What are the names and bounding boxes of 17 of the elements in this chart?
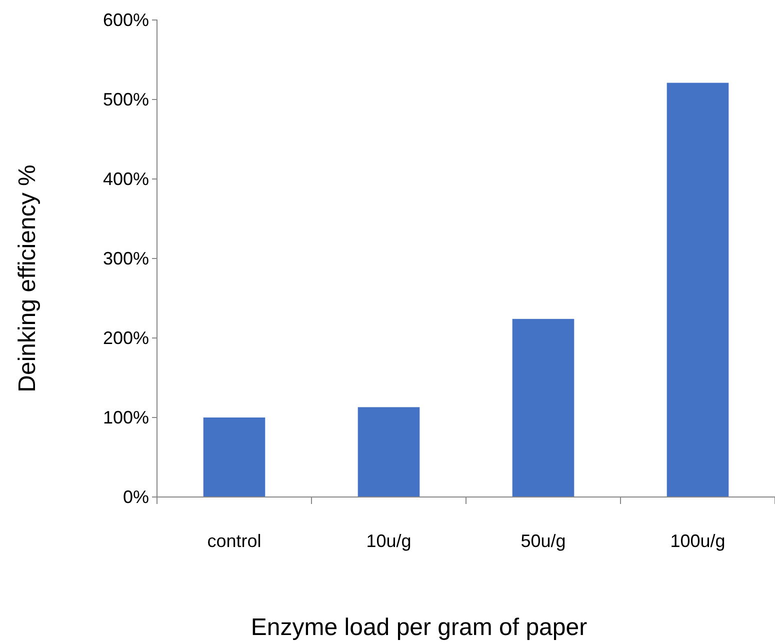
x-tick-label: control — [207, 531, 262, 551]
bar — [666, 82, 729, 497]
y-axis-title: Deinking efficiency % — [14, 164, 41, 392]
x-tick-label: 50u/g — [520, 531, 566, 551]
y-tick-label: 600% — [102, 10, 149, 30]
bar — [358, 407, 420, 497]
y-tick-label: 500% — [102, 89, 149, 110]
x-tick-label: 100u/g — [670, 531, 726, 551]
x-tick-label: 10u/g — [366, 531, 412, 551]
bar — [512, 318, 574, 497]
y-tick-label: 0% — [122, 486, 149, 507]
y-tick-label: 400% — [102, 168, 149, 189]
bar — [203, 418, 266, 497]
y-tick-label: 100% — [102, 407, 149, 428]
y-tick-label: 300% — [102, 248, 149, 268]
x-axis-title: Enzyme load per gram of paper — [250, 614, 588, 641]
y-tick-label: 200% — [102, 328, 149, 348]
